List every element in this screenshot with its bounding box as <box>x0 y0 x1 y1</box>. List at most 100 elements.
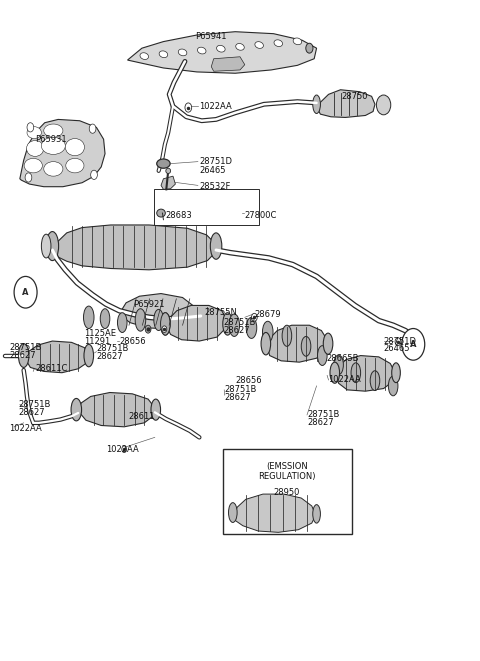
Text: 28627: 28627 <box>224 393 251 403</box>
FancyBboxPatch shape <box>223 449 352 533</box>
Ellipse shape <box>318 346 327 366</box>
Ellipse shape <box>370 371 380 391</box>
Text: A: A <box>410 340 417 349</box>
Ellipse shape <box>135 309 146 331</box>
Ellipse shape <box>166 169 170 174</box>
Ellipse shape <box>122 446 127 453</box>
Ellipse shape <box>334 355 343 375</box>
Ellipse shape <box>263 321 273 342</box>
Polygon shape <box>336 356 395 391</box>
Ellipse shape <box>71 399 82 421</box>
Ellipse shape <box>330 362 339 383</box>
Text: 26465: 26465 <box>199 166 226 175</box>
Polygon shape <box>211 57 245 71</box>
Text: 28627: 28627 <box>9 351 36 360</box>
Ellipse shape <box>229 314 240 336</box>
Text: 28611C: 28611C <box>35 364 68 373</box>
Text: 28750: 28750 <box>342 92 368 101</box>
Ellipse shape <box>178 49 187 56</box>
Ellipse shape <box>293 38 302 45</box>
Ellipse shape <box>44 124 63 137</box>
Polygon shape <box>161 176 175 189</box>
Ellipse shape <box>84 306 94 329</box>
Text: 1125AE: 1125AE <box>84 329 117 338</box>
Text: 1022AA: 1022AA <box>328 375 361 385</box>
Ellipse shape <box>26 141 44 157</box>
Text: 28751D: 28751D <box>199 157 232 166</box>
Ellipse shape <box>216 46 225 52</box>
Text: P65921: P65921 <box>133 299 165 309</box>
Ellipse shape <box>46 231 59 260</box>
Text: 28755N: 28755N <box>204 307 237 317</box>
Ellipse shape <box>210 233 222 259</box>
Circle shape <box>14 276 37 308</box>
Ellipse shape <box>313 95 321 114</box>
Text: 28627: 28627 <box>19 408 46 417</box>
Text: 1022AA: 1022AA <box>9 424 42 432</box>
Text: 26465: 26465 <box>384 344 410 354</box>
Ellipse shape <box>25 173 32 182</box>
Polygon shape <box>78 393 155 427</box>
Text: 28751B: 28751B <box>96 344 129 354</box>
Ellipse shape <box>41 234 51 258</box>
Text: 28679: 28679 <box>254 309 281 319</box>
Ellipse shape <box>197 47 206 54</box>
Text: 28751B: 28751B <box>223 318 256 327</box>
Polygon shape <box>268 325 327 362</box>
Ellipse shape <box>140 53 148 59</box>
Ellipse shape <box>145 325 151 333</box>
Ellipse shape <box>306 43 313 53</box>
Ellipse shape <box>65 139 84 156</box>
Ellipse shape <box>274 40 283 46</box>
Ellipse shape <box>27 123 34 132</box>
Text: 27800C: 27800C <box>245 211 277 219</box>
Ellipse shape <box>157 209 165 217</box>
Ellipse shape <box>160 313 170 335</box>
Circle shape <box>402 329 425 360</box>
Ellipse shape <box>27 127 41 139</box>
Ellipse shape <box>157 159 170 169</box>
Ellipse shape <box>44 162 63 176</box>
Ellipse shape <box>395 338 401 346</box>
Text: 28751B: 28751B <box>307 410 339 420</box>
Ellipse shape <box>388 376 398 396</box>
Text: 28656: 28656 <box>120 336 146 346</box>
Ellipse shape <box>301 336 311 356</box>
Text: 28665B: 28665B <box>326 354 359 363</box>
Ellipse shape <box>252 313 257 321</box>
Text: 28751B: 28751B <box>19 400 51 409</box>
Ellipse shape <box>91 171 97 179</box>
Ellipse shape <box>392 363 400 383</box>
Polygon shape <box>234 494 316 532</box>
Polygon shape <box>319 90 375 118</box>
Text: 28950: 28950 <box>274 488 300 496</box>
Ellipse shape <box>313 504 321 523</box>
Polygon shape <box>25 341 88 373</box>
Polygon shape <box>53 225 215 270</box>
Ellipse shape <box>100 309 110 329</box>
Text: (EMSSION
REGULATION): (EMSSION REGULATION) <box>258 462 316 481</box>
Ellipse shape <box>24 159 42 173</box>
Text: 28656: 28656 <box>235 376 262 385</box>
Text: 28627: 28627 <box>96 352 123 362</box>
Text: 28683: 28683 <box>166 211 192 219</box>
Ellipse shape <box>246 317 257 338</box>
Ellipse shape <box>160 313 170 335</box>
Ellipse shape <box>41 137 65 155</box>
Ellipse shape <box>89 124 96 134</box>
Polygon shape <box>120 293 196 329</box>
Text: A: A <box>23 288 29 297</box>
Text: 28751B: 28751B <box>224 385 257 395</box>
Ellipse shape <box>84 344 94 367</box>
Text: 28532F: 28532F <box>199 182 231 191</box>
Ellipse shape <box>162 326 167 332</box>
Polygon shape <box>128 32 317 73</box>
Text: 1022AA: 1022AA <box>199 102 232 111</box>
Polygon shape <box>20 120 105 186</box>
Ellipse shape <box>185 103 192 112</box>
Ellipse shape <box>255 42 264 48</box>
Ellipse shape <box>66 159 84 173</box>
Text: P65941: P65941 <box>195 32 227 42</box>
Ellipse shape <box>236 44 244 50</box>
Ellipse shape <box>159 51 168 58</box>
